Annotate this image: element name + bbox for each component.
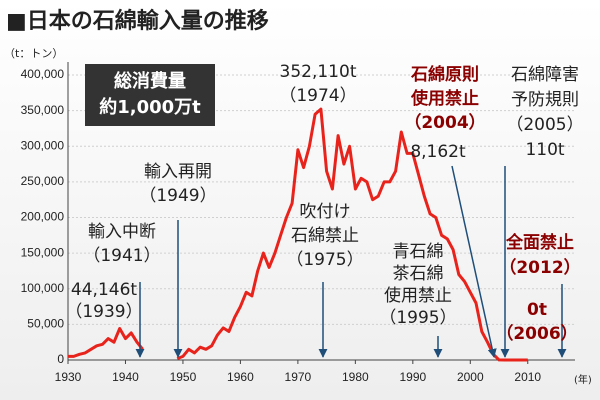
y-tick-label: 400,000 [21, 67, 65, 81]
annotation-text: 0t [527, 300, 547, 320]
annotation-text: 使用禁止 [410, 88, 479, 109]
y-tick-label: 200,000 [21, 210, 65, 224]
annotation-arrow [451, 165, 497, 358]
x-tick-label: 1990 [399, 370, 426, 384]
annotation-text: 吹付け [300, 202, 351, 222]
y-tick-label: 350,000 [21, 103, 65, 117]
annotation-text: （1974） [279, 86, 356, 106]
annotation-text: 110t [525, 140, 564, 160]
annotation-text: （1995） [379, 308, 456, 328]
y-unit: （t：トン） [4, 47, 63, 60]
data-line [68, 107, 528, 362]
annotation-text: 予防規則 [511, 90, 579, 110]
annotation-text: 44,146t [71, 280, 137, 300]
summary-text: 総消費量 [114, 70, 186, 92]
annotation-text: 青石綿 [393, 242, 444, 262]
x-tick-label: 1980 [342, 370, 369, 384]
annotation-text: （1939） [65, 302, 142, 322]
annotation-text: 使用禁止 [384, 285, 452, 306]
x-tick-label: 2010 [514, 370, 541, 384]
annotation-text: （1949） [139, 186, 216, 206]
annotation-text: 石綿原則 [410, 64, 479, 85]
x-tick-label: 1950 [170, 370, 197, 384]
y-tick-label: 250,000 [21, 174, 65, 188]
annotation-text: 石綿禁止 [291, 226, 359, 246]
y-tick-label: 100,000 [21, 281, 65, 295]
annotation-text: 輸入再開 [144, 162, 212, 182]
y-tick-label: 150,000 [21, 245, 65, 259]
y-tick-label: 0 [57, 352, 64, 366]
annotation-text: （2006） [496, 323, 577, 344]
annotation-text: 8,162t [410, 142, 466, 162]
summary-text: 約1,000万t [99, 96, 201, 118]
annotation-text: 352,110t [280, 62, 357, 82]
annotation-text: （1941） [83, 246, 160, 266]
annotation-text: 輸入中断 [88, 222, 156, 242]
annotation-text: 全面禁止 [505, 232, 574, 253]
x-tick-label: 1960 [227, 370, 254, 384]
x-tick-label: 1940 [112, 370, 139, 384]
annotation-text: （2012） [499, 257, 580, 278]
chart-title: ■日本の石綿輸入量の推移 [6, 8, 269, 34]
y-tick-label: 50,000 [27, 317, 64, 331]
annotation-text: （2005） [506, 115, 583, 135]
x-tick-label: 2000 [457, 370, 484, 384]
annotation-text: 茶石綿 [393, 264, 444, 284]
annotation-text: 石綿障害 [511, 65, 579, 85]
x-unit: (年) [574, 373, 592, 386]
annotation-text: （2004） [404, 112, 485, 133]
y-tick-label: 300,000 [21, 138, 65, 152]
x-tick-label: 1930 [55, 370, 82, 384]
summary-box [85, 64, 215, 126]
annotation-text: （1975） [286, 250, 363, 270]
x-tick-label: 1970 [285, 370, 312, 384]
